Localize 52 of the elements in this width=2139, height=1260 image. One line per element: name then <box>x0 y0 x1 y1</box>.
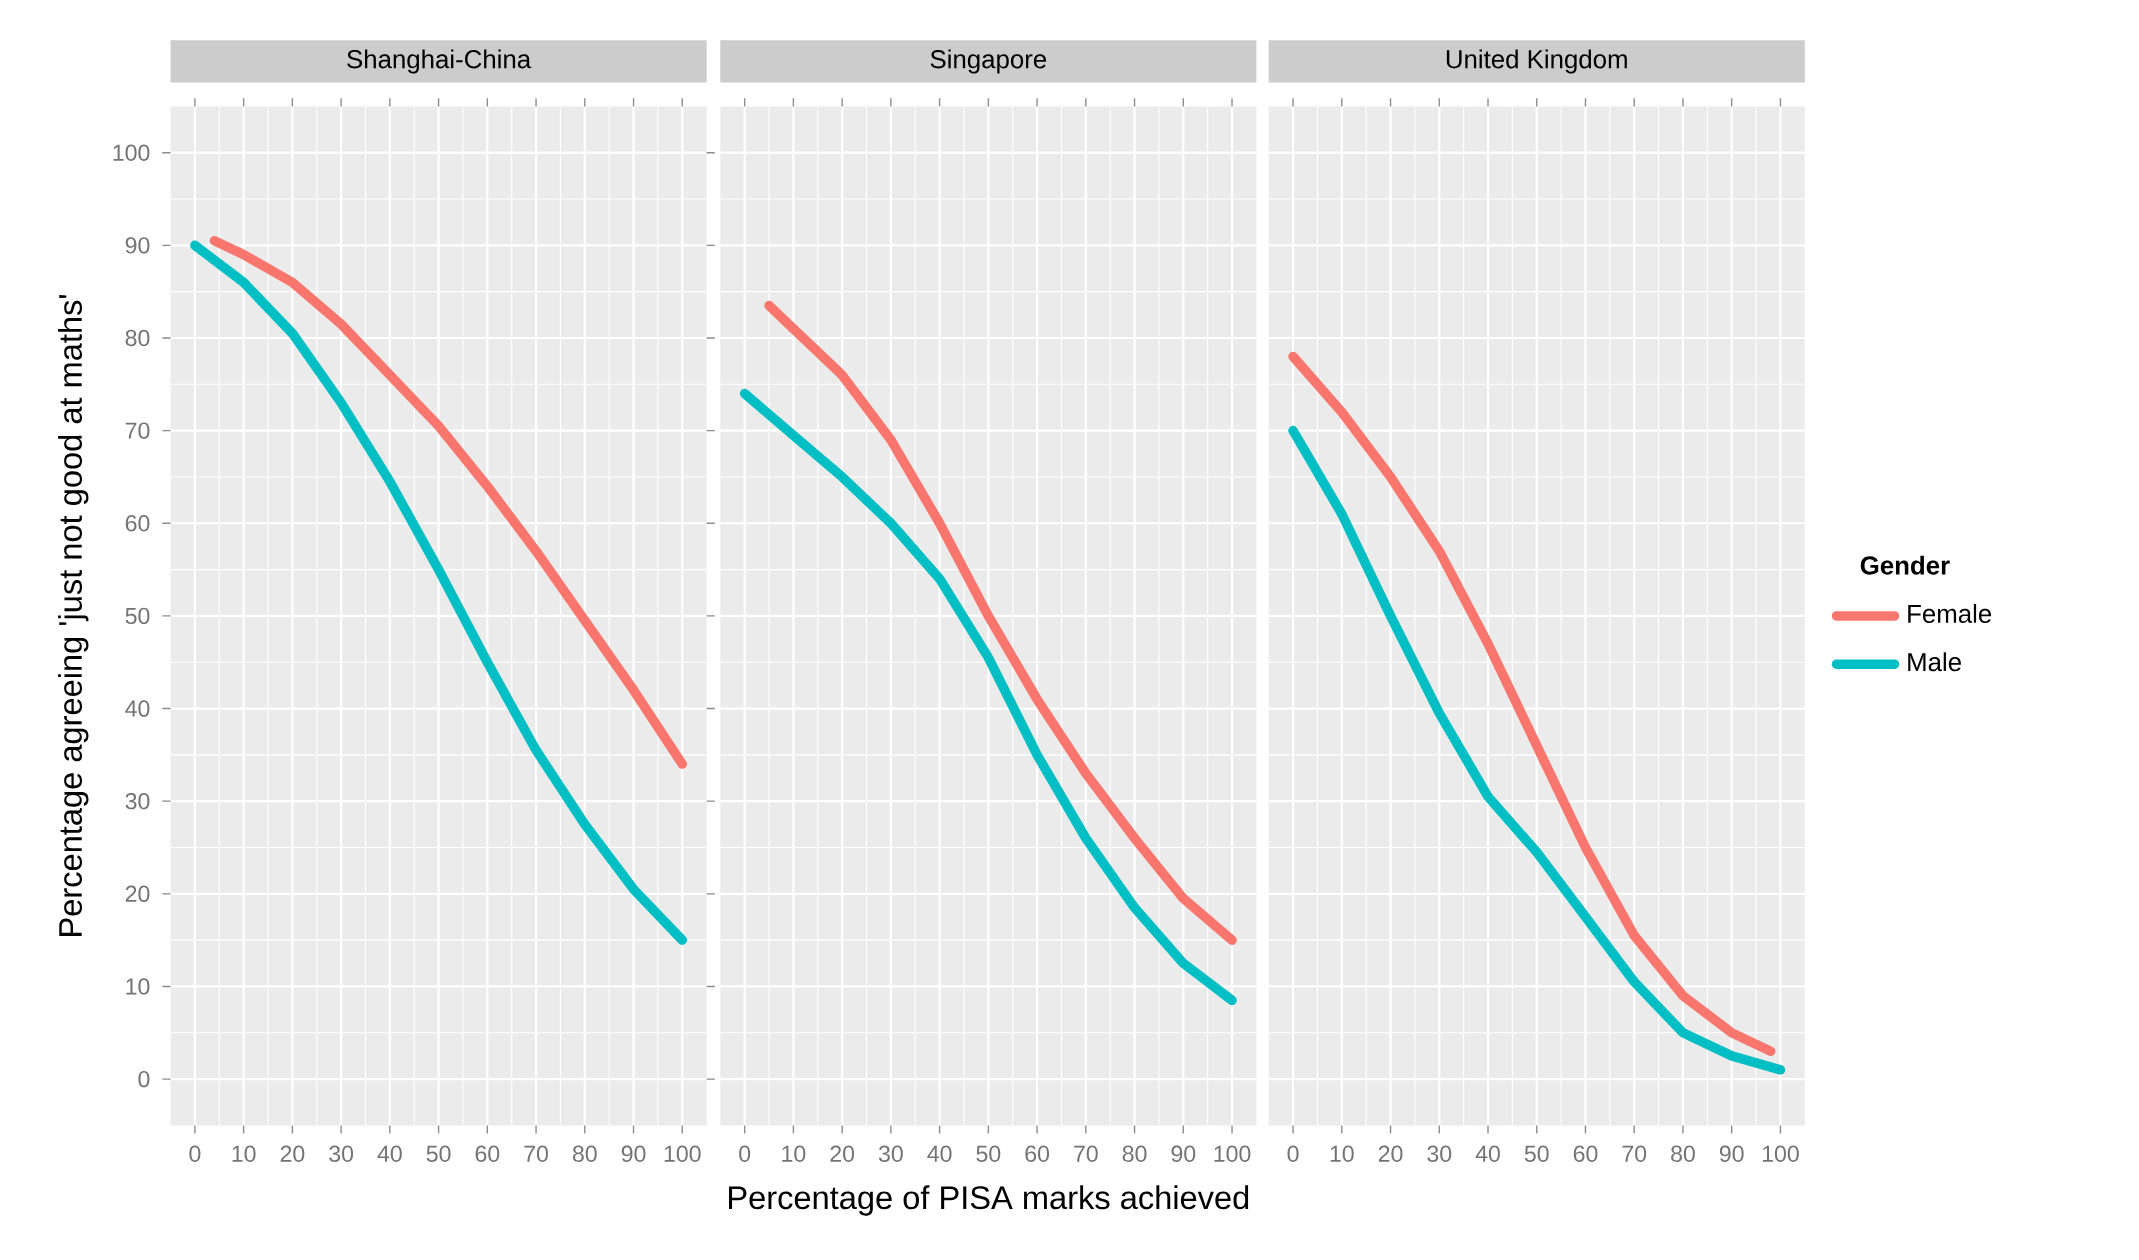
x-tick-label: 70 <box>524 1145 548 1162</box>
x-tick-label: 30 <box>1427 1145 1452 1162</box>
y-tick-label: 40 <box>125 700 150 717</box>
y-tick-label: 0 <box>138 1070 150 1088</box>
legend-label: Male <box>1908 652 1961 672</box>
x-tick-label: 10 <box>1330 1145 1354 1162</box>
y-axis-title: Percentage agreeing 'just not good at maths' <box>58 294 89 936</box>
x-tick-label: 50 <box>1524 1145 1549 1162</box>
x-tick-label: 90 <box>1171 1145 1196 1162</box>
y-tick-label: 80 <box>125 329 150 346</box>
x-tick-label: 70 <box>1622 1145 1647 1162</box>
y-tick-label: 50 <box>125 607 150 624</box>
y-tick-label: 30 <box>125 792 150 810</box>
x-tick-label: 90 <box>621 1145 646 1162</box>
x-tick-label: 20 <box>1378 1145 1403 1162</box>
y-tick-label: 100 <box>113 144 150 161</box>
legend-title: Gender <box>1860 555 1950 575</box>
x-tick-label: 100 <box>664 1145 701 1162</box>
x-tick-label: 10 <box>782 1145 806 1162</box>
x-tick-label: 40 <box>377 1145 402 1162</box>
x-tick-label: 50 <box>976 1145 1001 1162</box>
x-tick-label: 30 <box>878 1145 903 1162</box>
chart-title: Shanghai-China <box>347 49 532 74</box>
x-tick-label: 50 <box>426 1145 451 1162</box>
x-tick-label: 20 <box>830 1145 855 1162</box>
x-tick-label: 0 <box>739 1145 751 1162</box>
y-tick-label: 20 <box>125 885 150 902</box>
y-tick-label: 60 <box>125 514 150 532</box>
x-tick-label: 60 <box>1573 1145 1598 1162</box>
x-tick-label: 60 <box>1025 1145 1050 1162</box>
x-tick-label: 80 <box>1671 1145 1695 1162</box>
y-tick-label: 10 <box>126 978 150 995</box>
x-tick-label: 0 <box>1287 1145 1299 1162</box>
x-tick-label: 10 <box>232 1145 256 1162</box>
x-tick-label: 40 <box>1475 1145 1500 1162</box>
x-tick-label: 80 <box>1122 1145 1147 1162</box>
x-tick-label: 70 <box>1074 1145 1098 1162</box>
x-tick-label: 40 <box>927 1145 952 1162</box>
x-tick-label: 60 <box>475 1145 500 1162</box>
legend-label: Female <box>1908 603 1992 623</box>
chart-title: United Kingdom <box>1446 49 1627 74</box>
x-tick-label: 100 <box>1762 1145 1799 1162</box>
y-tick-label: 70 <box>125 422 150 439</box>
x-axis-title: Percentage of PISA marks achieved <box>729 1185 1249 1216</box>
x-tick-label: 100 <box>1214 1145 1251 1162</box>
x-tick-label: 30 <box>329 1145 354 1162</box>
x-tick-label: 0 <box>189 1145 201 1162</box>
x-tick-label: 90 <box>1719 1145 1744 1162</box>
x-tick-label: 20 <box>280 1145 305 1162</box>
x-tick-label: 80 <box>572 1145 597 1162</box>
chart-title: Singapore <box>930 49 1047 74</box>
y-tick-label: 90 <box>125 236 150 254</box>
